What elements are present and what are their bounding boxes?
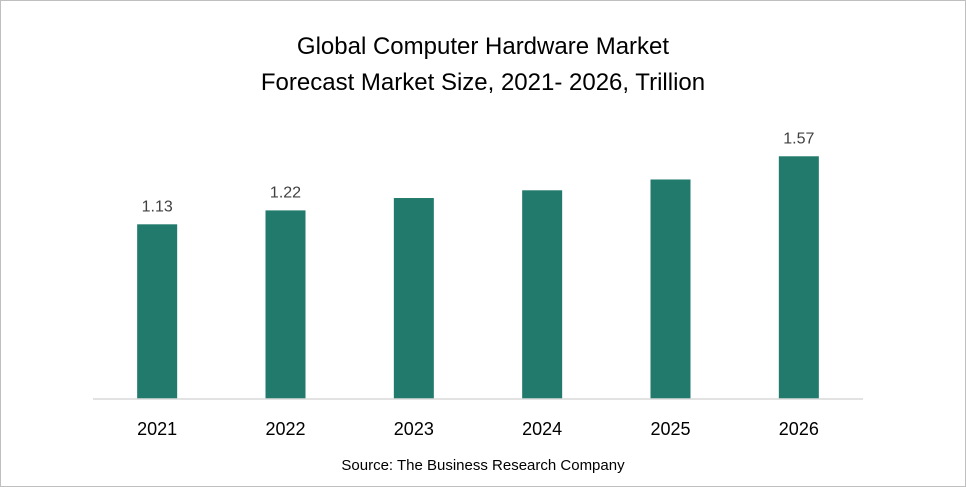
x-tick-label-2022: 2022 xyxy=(265,419,305,439)
x-tick-labels: 2021 2022 2023 2024 2025 2026 xyxy=(137,419,819,439)
x-tick-label-2023: 2023 xyxy=(394,419,434,439)
x-tick-label-2026: 2026 xyxy=(779,419,819,439)
source-note: Source: The Business Research Company xyxy=(341,457,625,474)
chart-title: Global Computer Hardware Market xyxy=(297,33,669,60)
bar-2026 xyxy=(778,156,819,399)
x-tick-label-2024: 2024 xyxy=(522,419,562,439)
bars-layer xyxy=(137,156,819,399)
data-labels: 1.13 1.22 1.57 xyxy=(142,130,815,215)
x-tick-label-2021: 2021 xyxy=(137,419,177,439)
chart-subtitle: Forecast Market Size, 2021- 2026, Trilli… xyxy=(261,69,705,96)
bar-2022 xyxy=(265,210,306,399)
x-tick-label-2025: 2025 xyxy=(650,419,690,439)
data-label-2022: 1.22 xyxy=(270,184,301,201)
bar-2023 xyxy=(393,198,434,399)
bar-2025 xyxy=(650,179,691,399)
data-label-2021: 1.13 xyxy=(142,198,173,215)
data-label-2026: 1.57 xyxy=(783,130,814,147)
bar-2021 xyxy=(137,224,178,399)
bar-2024 xyxy=(522,190,563,399)
